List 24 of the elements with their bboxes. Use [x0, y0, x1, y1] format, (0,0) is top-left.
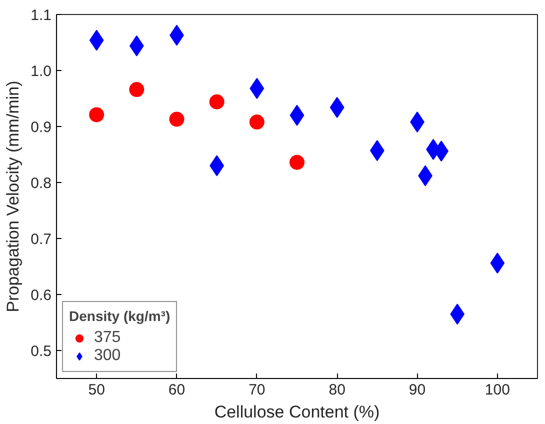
- y-axis-title: Propagation Velocity (mm/min): [4, 80, 23, 312]
- point: [169, 112, 184, 127]
- x-tick-label: 50: [88, 382, 105, 398]
- point: [129, 82, 144, 98]
- y-tick-label: 0.6: [30, 287, 52, 304]
- x-tick-label: 100: [484, 382, 510, 398]
- point: [249, 114, 264, 130]
- x-axis-title: Cellulose Content (%): [214, 402, 380, 422]
- y-tick-label: 0.8: [30, 175, 52, 192]
- point: [209, 94, 224, 110]
- point: [290, 154, 304, 170]
- y-tick-label: 0.9: [30, 119, 52, 136]
- x-tick-label: 90: [408, 382, 426, 398]
- x-tick-label: 70: [248, 382, 266, 398]
- x-tick-label: 60: [168, 382, 186, 398]
- y-tick-label: 0.7: [30, 231, 52, 248]
- y-tick-label: 0.5: [30, 343, 52, 360]
- legend-title: Density (kg/m³): [69, 308, 170, 324]
- legend-label: 375: [94, 329, 121, 347]
- point: [89, 107, 104, 122]
- y-tick-label: 1.1: [30, 7, 52, 24]
- y-tick-label: 1.0: [30, 63, 52, 80]
- legend-label: 300: [94, 347, 121, 365]
- x-tick-label: 80: [328, 382, 346, 398]
